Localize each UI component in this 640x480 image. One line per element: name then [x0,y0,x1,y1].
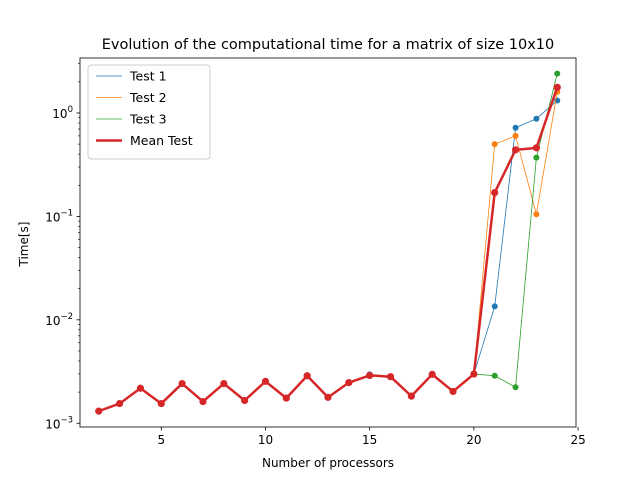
data-point [199,397,207,406]
legend-label: Test 1 [129,69,167,84]
data-point [512,132,519,139]
data-point [533,154,540,161]
data-point [178,379,186,388]
data-point [553,83,561,91]
y-tick-label: 10−1 [45,208,73,224]
data-point [386,373,395,381]
data-point [345,379,353,387]
data-point [470,370,478,378]
x-axis: 5 10 15 20 25 [157,427,586,447]
x-tick-label: 15 [362,433,377,447]
data-point [512,124,519,131]
data-point [95,407,103,415]
x-tick-label: 25 [570,433,585,447]
data-point [157,399,165,408]
x-tick-label: 5 [157,433,165,447]
data-point [491,303,498,310]
data-point [449,387,457,396]
legend: Test 1 Test 2 Test 3 Mean Test [87,64,211,160]
data-point [491,141,498,148]
series-4 [95,83,561,415]
data-point [324,393,332,401]
y-tick-label: 100 [52,105,73,121]
data-point [533,211,540,218]
data-point [512,384,519,391]
x-axis-label: Number of processors [262,456,394,470]
y-tick-label: 10−2 [45,312,73,328]
data-point [428,370,436,378]
y-axis-label: Time[s] [17,222,31,268]
x-tick-label: 10 [258,433,273,447]
data-point [491,372,498,379]
data-point [366,371,374,380]
data-point [115,399,124,408]
series-layer [95,70,561,415]
data-point [303,372,311,380]
x-tick-label: 20 [466,433,481,447]
data-point [220,379,228,388]
data-point [511,146,520,154]
legend-label: Test 3 [129,112,167,127]
chart-title: Evolution of the computational time for … [102,37,555,53]
legend-label: Test 2 [129,90,167,105]
data-point [261,377,270,385]
data-point [491,188,499,197]
data-point [554,70,561,77]
legend-box [87,64,211,160]
data-point [407,392,415,400]
data-point [282,394,290,402]
data-point [533,115,540,122]
legend-label: Mean Test [130,133,193,148]
axes-frame [79,57,577,428]
y-tick-label: 10−3 [45,415,73,431]
data-point [241,396,249,405]
data-point [136,384,145,392]
data-point [532,144,541,152]
